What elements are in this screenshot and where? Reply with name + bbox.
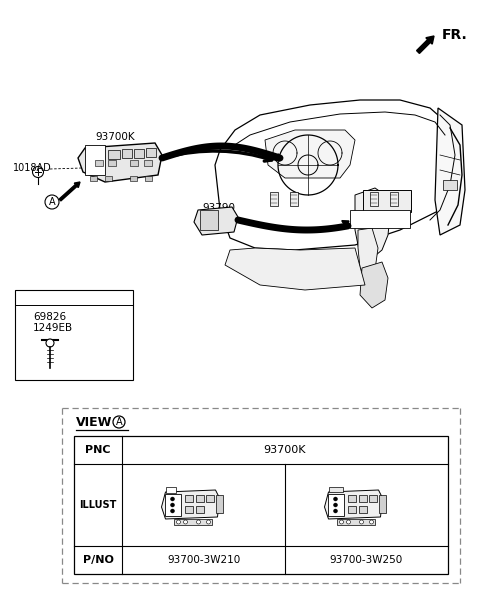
Polygon shape: [355, 188, 390, 260]
Text: 69826: 69826: [33, 312, 66, 322]
Circle shape: [170, 497, 175, 501]
Text: FR.: FR.: [442, 28, 468, 42]
Bar: [134, 149, 144, 158]
Text: P/NO: P/NO: [83, 555, 113, 565]
Bar: [165, 494, 180, 516]
Polygon shape: [225, 248, 365, 290]
Bar: [105, 176, 112, 181]
Circle shape: [46, 339, 54, 347]
Bar: [145, 176, 152, 181]
Polygon shape: [78, 143, 162, 182]
Bar: [359, 506, 367, 513]
Bar: [85, 145, 105, 175]
Bar: [336, 519, 374, 525]
Bar: [390, 192, 398, 206]
Bar: [369, 495, 376, 502]
Circle shape: [334, 509, 337, 513]
Text: A: A: [48, 197, 55, 207]
Bar: [15, 290, 133, 380]
Circle shape: [177, 520, 180, 524]
Circle shape: [206, 520, 211, 524]
Circle shape: [370, 520, 373, 524]
Text: 93700K: 93700K: [264, 445, 306, 455]
Circle shape: [170, 509, 175, 513]
Bar: [290, 192, 298, 206]
Bar: [108, 160, 116, 166]
Polygon shape: [215, 100, 460, 250]
Bar: [350, 210, 410, 228]
Bar: [363, 190, 411, 212]
Bar: [443, 180, 457, 190]
Circle shape: [334, 503, 337, 507]
Circle shape: [196, 520, 201, 524]
Bar: [205, 495, 214, 502]
Circle shape: [339, 520, 344, 524]
Text: ILLUST: ILLUST: [79, 500, 117, 510]
Text: 1018AD: 1018AD: [13, 163, 52, 173]
Bar: [108, 150, 120, 159]
Text: 1249EB: 1249EB: [33, 323, 73, 333]
FancyArrow shape: [59, 182, 80, 201]
Bar: [122, 149, 132, 158]
Text: A: A: [116, 417, 122, 427]
Circle shape: [347, 520, 350, 524]
Text: 93700-3W250: 93700-3W250: [330, 555, 403, 565]
Bar: [195, 506, 204, 513]
Text: PNC: PNC: [85, 445, 111, 455]
Bar: [348, 495, 356, 502]
Circle shape: [334, 497, 337, 501]
FancyArrow shape: [273, 154, 280, 161]
FancyArrowPatch shape: [165, 151, 272, 161]
Circle shape: [183, 520, 188, 524]
Bar: [144, 160, 152, 166]
Bar: [74, 436, 448, 574]
Bar: [130, 160, 138, 166]
Bar: [90, 176, 97, 181]
Text: 93790: 93790: [202, 203, 235, 213]
Text: VIEW: VIEW: [76, 415, 112, 428]
Bar: [270, 192, 278, 206]
Polygon shape: [360, 262, 388, 308]
Bar: [328, 487, 343, 492]
Bar: [184, 495, 192, 502]
Text: 93700K: 93700K: [95, 132, 134, 142]
Bar: [327, 494, 344, 516]
Bar: [130, 176, 137, 181]
Polygon shape: [194, 207, 238, 235]
Polygon shape: [435, 108, 465, 235]
Circle shape: [360, 520, 363, 524]
Circle shape: [170, 503, 175, 507]
Bar: [195, 495, 204, 502]
Bar: [146, 148, 156, 157]
Bar: [173, 519, 212, 525]
Bar: [348, 506, 356, 513]
Bar: [166, 487, 176, 493]
Bar: [184, 506, 192, 513]
Bar: [95, 160, 103, 166]
Bar: [379, 495, 385, 513]
Bar: [216, 495, 223, 513]
Polygon shape: [324, 490, 383, 519]
Bar: [200, 210, 218, 230]
FancyArrow shape: [417, 36, 434, 53]
Bar: [370, 192, 378, 206]
Polygon shape: [358, 228, 378, 280]
Bar: [359, 495, 367, 502]
Text: 93700-3W210: 93700-3W210: [167, 555, 240, 565]
FancyArrow shape: [342, 220, 349, 228]
Polygon shape: [161, 490, 219, 519]
Polygon shape: [265, 130, 355, 178]
